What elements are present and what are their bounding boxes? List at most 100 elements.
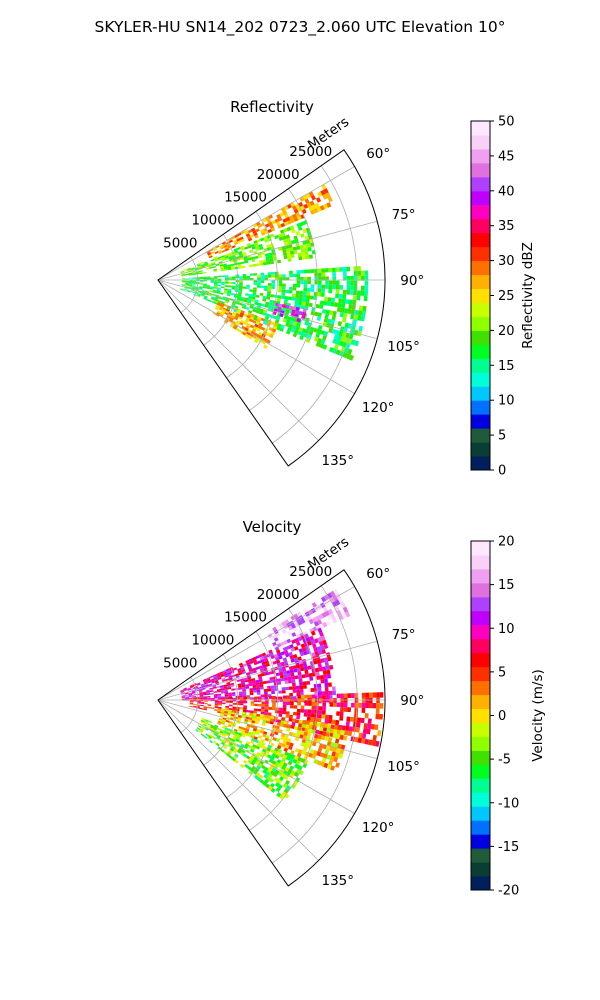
refl-azimuth-tick-label: 120° xyxy=(362,400,395,416)
refl-colorbar-swatch xyxy=(471,316,490,331)
velocity-colorbar: -20 -15 -10 -5 0 5 10 15 20 xyxy=(470,535,519,899)
vel-azimuth-tick-label: 75° xyxy=(392,627,416,643)
refl-range-tick-label: 25000 xyxy=(289,144,332,160)
vel-colorbar-tick-label: 15 xyxy=(498,578,515,593)
refl-colorbar-tick-label: 10 xyxy=(498,394,515,409)
refl-colorbar-swatch xyxy=(471,288,490,303)
vel-azimuth-spoke xyxy=(157,699,355,814)
refl-range-ring xyxy=(249,188,318,411)
vel-colorbar-swatch xyxy=(471,680,490,696)
vel-colorbar-swatch xyxy=(471,778,490,793)
refl-colorbar-tick-label: 35 xyxy=(498,219,515,234)
refl-colorbar-swatch xyxy=(471,162,490,178)
refl-colorbar-swatch xyxy=(471,456,490,471)
vel-colorbar-swatch xyxy=(471,652,490,668)
vel-colorbar-swatch xyxy=(471,568,490,584)
vel-colorbar-swatch xyxy=(471,792,490,807)
vel-colorbar-swatch xyxy=(471,764,490,779)
vel-colorbar-tick-label: 20 xyxy=(498,535,515,550)
vel-range-tick-label: 5000 xyxy=(163,655,197,671)
refl-colorbar-tick-label: 30 xyxy=(498,254,515,269)
vel-colorbar-swatch xyxy=(471,820,490,835)
vel-echo-region-1 xyxy=(180,627,336,704)
refl-colorbar-swatch xyxy=(471,260,490,276)
figure-title: SKYLER-HU SN14_202 0723_2.060 UTC Elevat… xyxy=(95,18,506,37)
refl-colorbar-swatch xyxy=(471,121,490,136)
refl-colorbar-swatch xyxy=(471,218,490,234)
refl-azimuth-tick-label: 105° xyxy=(387,339,420,355)
vel-range-ring xyxy=(203,654,238,766)
vel-colorbar-swatch xyxy=(471,541,490,556)
vel-range-tick-label: 25000 xyxy=(289,564,332,580)
refl-range-ring xyxy=(271,165,358,444)
vel-range-tick-label: 15000 xyxy=(224,610,267,626)
vel-azimuth-spoke xyxy=(157,586,355,701)
vel-azimuth-spoke xyxy=(157,640,378,701)
reflectivity-grid xyxy=(157,165,385,444)
refl-range-ring xyxy=(203,234,238,346)
refl-colorbar-swatch xyxy=(471,134,490,150)
refl-azimuth-tick-label: 60° xyxy=(366,146,390,162)
vel-colorbar-swatch xyxy=(471,806,490,821)
vel-sector-frame xyxy=(157,569,386,887)
refl-colorbar-swatch xyxy=(471,372,490,387)
refl-colorbar-swatch xyxy=(471,302,490,317)
refl-colorbar-swatch xyxy=(471,414,490,429)
refl-colorbar-tick-label: 50 xyxy=(498,115,515,130)
refl-colorbar-tick-label: 5 xyxy=(498,429,506,444)
vel-colorbar-swatch xyxy=(471,610,490,626)
vel-colorbar-tick-label: 5 xyxy=(498,665,506,680)
vel-range-tick-label: 10000 xyxy=(191,633,234,649)
vel-azimuth-tick-label: 105° xyxy=(387,759,420,775)
vel-colorbar-tick-label: -10 xyxy=(498,796,519,811)
velocity-grid xyxy=(157,585,385,864)
refl-azimuth-tick-label: 75° xyxy=(392,207,416,223)
refl-echo-region-3 xyxy=(272,302,307,323)
refl-azimuth-tick-label: 90° xyxy=(400,273,424,289)
vel-colorbar-swatch xyxy=(471,554,490,570)
refl-range-tick-label: 5000 xyxy=(163,235,197,251)
velocity-labels: 60° 75° 90° 105° 120° 135° 5000 10000 15000 20000… xyxy=(163,564,424,889)
refl-colorbar-swatch xyxy=(471,190,490,206)
refl-range-tick-label: 15000 xyxy=(224,190,267,206)
refl-colorbar-swatch xyxy=(471,344,490,359)
vel-colorbar-swatch xyxy=(471,834,490,849)
refl-azimuth-spoke xyxy=(157,279,378,340)
vel-colorbar-swatch xyxy=(471,750,490,765)
refl-range-tick-label: 20000 xyxy=(257,167,300,183)
refl-sector-frame xyxy=(157,149,386,467)
vel-colorbar-tick-label: -15 xyxy=(498,840,519,855)
refl-azimuth-tick-label: 135° xyxy=(322,453,355,469)
vel-colorbar-swatch xyxy=(471,694,490,710)
vel-colorbar-swatch xyxy=(471,708,490,723)
vel-colorbar-swatch xyxy=(471,862,490,877)
vel-colorbar-swatch xyxy=(471,848,490,863)
refl-azimuth-spoke xyxy=(157,279,355,394)
reflectivity-frame xyxy=(157,149,386,467)
reflectivity-colorbar: 0 5 10 15 20 25 30 35 40 45 50 xyxy=(470,115,515,479)
velocity-data xyxy=(180,588,384,800)
vel-colorbar-swatch xyxy=(471,582,490,598)
refl-colorbar-swatch xyxy=(471,330,490,345)
refl-colorbar-swatch xyxy=(471,246,490,262)
refl-colorbar-tick-label: 25 xyxy=(498,289,515,304)
vel-colorbar-tick-label: 0 xyxy=(498,709,506,724)
vel-azimuth-spoke xyxy=(157,699,378,760)
refl-colorbar-swatch xyxy=(471,176,490,192)
vel-azimuth-tick-label: 135° xyxy=(322,873,355,889)
vel-azimuth-tick-label: 90° xyxy=(400,693,424,709)
refl-range-ring xyxy=(226,211,278,379)
refl-colorbar-tick-label: 45 xyxy=(498,149,515,164)
vel-colorbar-swatch xyxy=(471,666,490,682)
refl-colorbar-swatch xyxy=(471,400,490,415)
vel-colorbar-swatch xyxy=(471,876,490,891)
vel-azimuth-spoke xyxy=(157,699,319,861)
vel-colorbar-swatch xyxy=(471,624,490,640)
reflectivity-data xyxy=(180,184,369,361)
refl-colorbar-tick-label: 20 xyxy=(498,324,515,339)
vel-colorbar-tick-label: -20 xyxy=(498,884,519,899)
velocity-frame xyxy=(157,569,386,887)
vel-colorbar-swatch xyxy=(471,722,490,737)
velocity-colorbar-label: Velocity (m/s) xyxy=(530,669,546,762)
